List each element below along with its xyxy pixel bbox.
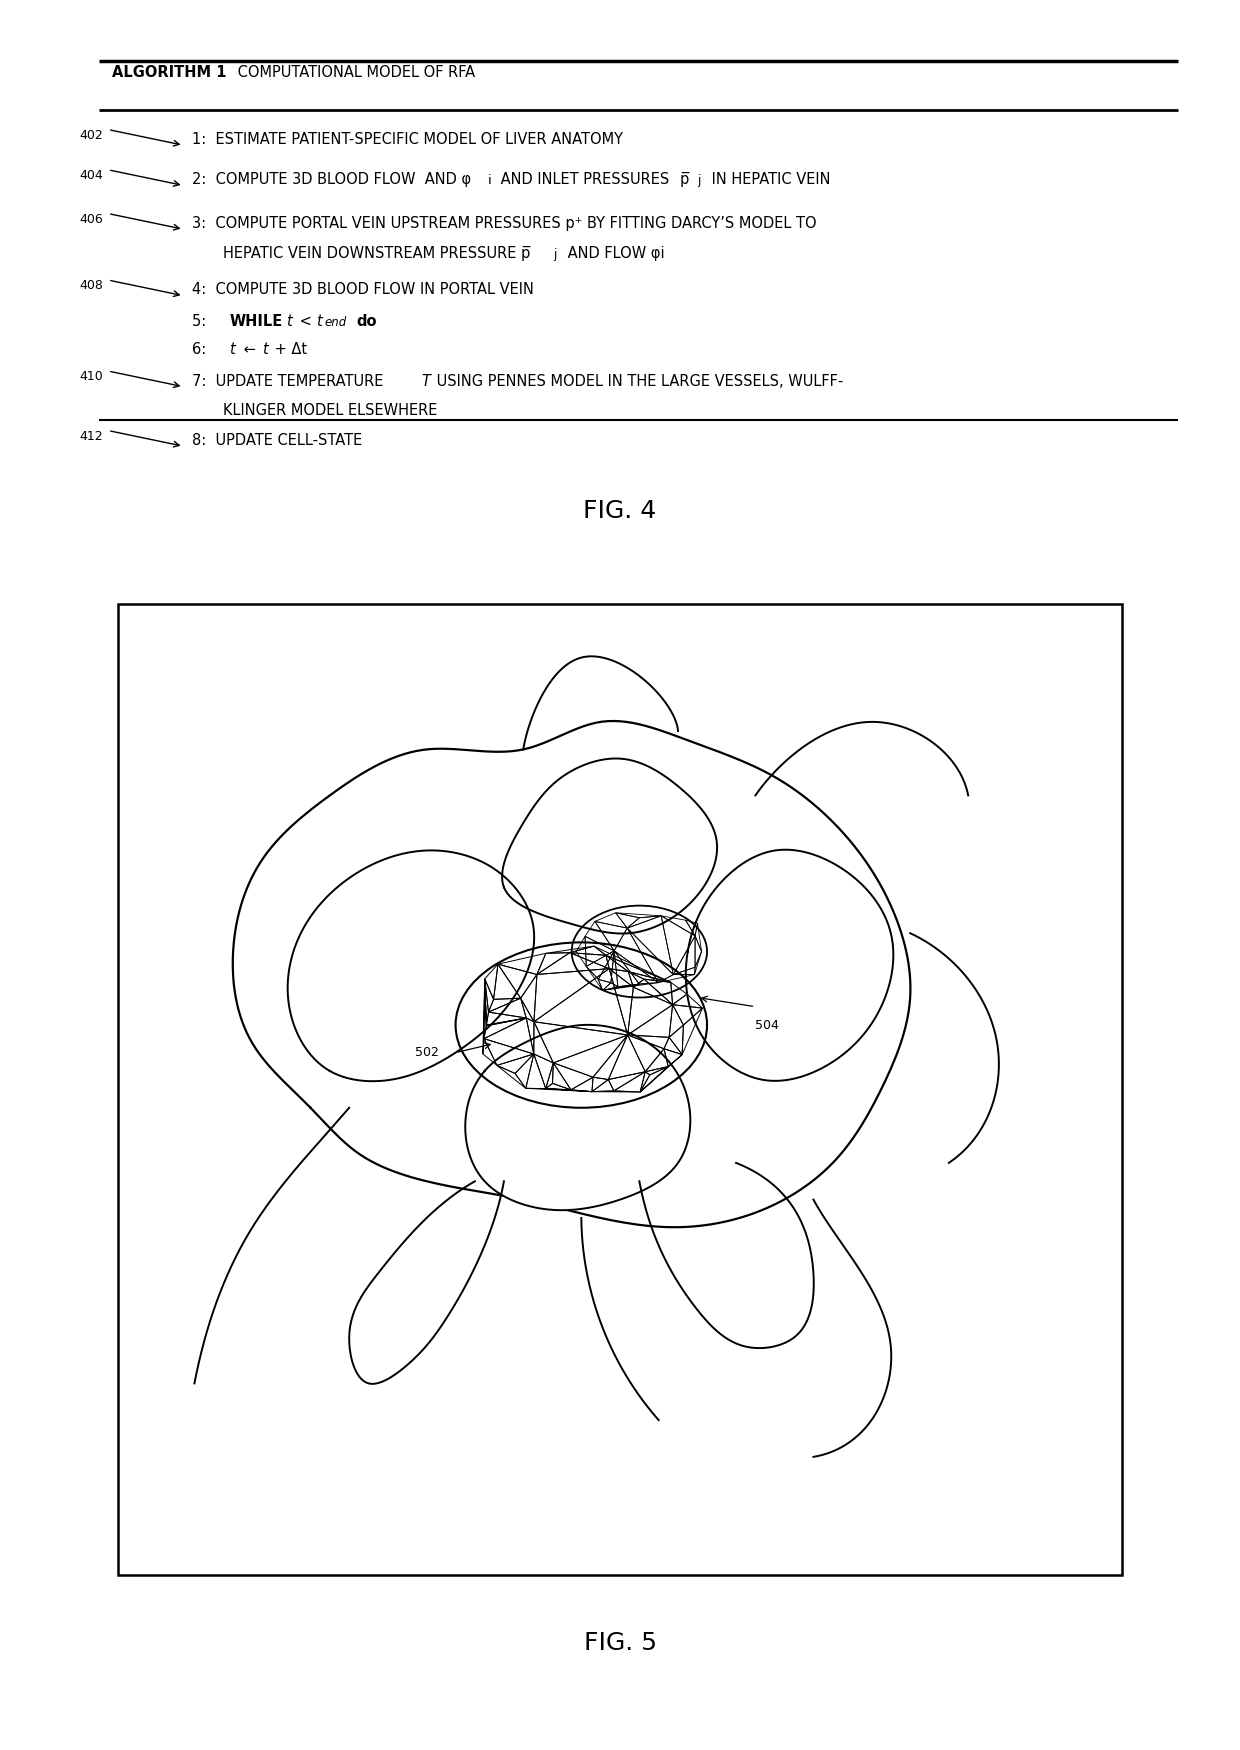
Text: 504: 504: [755, 1018, 779, 1031]
Text: 4:  COMPUTE 3D BLOOD FLOW IN PORTAL VEIN: 4: COMPUTE 3D BLOOD FLOW IN PORTAL VEIN: [192, 282, 534, 298]
Text: 404: 404: [79, 170, 103, 182]
Text: 402: 402: [79, 130, 103, 142]
Text: t: t: [316, 313, 322, 329]
Text: i: i: [487, 175, 491, 187]
Polygon shape: [686, 850, 893, 1082]
Bar: [118, 604, 1122, 1575]
Text: t: t: [286, 313, 293, 329]
Text: USING PENNES MODEL IN THE LARGE VESSELS, WULFF-: USING PENNES MODEL IN THE LARGE VESSELS,…: [432, 373, 843, 388]
Text: FIG. 5: FIG. 5: [584, 1631, 656, 1655]
Text: j: j: [553, 248, 557, 261]
Text: KLINGER MODEL ELSEWHERE: KLINGER MODEL ELSEWHERE: [223, 402, 438, 418]
Polygon shape: [288, 850, 534, 1082]
Text: WHILE: WHILE: [229, 313, 283, 329]
Text: ALGORITHM 1: ALGORITHM 1: [112, 65, 226, 80]
Text: ←: ←: [239, 341, 260, 357]
Text: j: j: [697, 175, 701, 187]
Text: 1:  ESTIMATE PATIENT-SPECIFIC MODEL OF LIVER ANATOMY: 1: ESTIMATE PATIENT-SPECIFIC MODEL OF LI…: [192, 131, 624, 147]
Text: 412: 412: [79, 430, 103, 443]
Polygon shape: [465, 1026, 691, 1211]
Text: end: end: [325, 317, 347, 329]
Text: HEPATIC VEIN DOWNSTREAM PRESSURE p̅: HEPATIC VEIN DOWNSTREAM PRESSURE p̅: [223, 245, 531, 261]
Text: 406: 406: [79, 214, 103, 226]
Text: 408: 408: [79, 280, 103, 292]
Text: COMPUTATIONAL MODEL OF RFA: COMPUTATIONAL MODEL OF RFA: [233, 65, 475, 80]
Text: 6:: 6:: [192, 341, 216, 357]
Text: do: do: [356, 313, 377, 329]
Text: 8:  UPDATE CELL-STATE: 8: UPDATE CELL-STATE: [192, 432, 362, 448]
Polygon shape: [233, 721, 910, 1227]
Polygon shape: [502, 758, 717, 933]
Text: 502: 502: [414, 1046, 439, 1059]
Text: p̅: p̅: [680, 172, 688, 187]
Text: FIG. 4: FIG. 4: [583, 499, 657, 523]
Text: AND FLOW φi: AND FLOW φi: [563, 245, 665, 261]
Text: 410: 410: [79, 371, 103, 383]
Text: + Δt: + Δt: [270, 341, 308, 357]
Text: 2:  COMPUTE 3D BLOOD FLOW  AND φ: 2: COMPUTE 3D BLOOD FLOW AND φ: [192, 172, 471, 187]
Text: t: t: [229, 341, 236, 357]
Text: AND INLET PRESSURES: AND INLET PRESSURES: [496, 172, 673, 187]
Text: IN HEPATIC VEIN: IN HEPATIC VEIN: [707, 172, 831, 187]
Text: T: T: [422, 373, 430, 388]
Text: t: t: [262, 341, 268, 357]
Text: 7:  UPDATE TEMPERATURE: 7: UPDATE TEMPERATURE: [192, 373, 388, 388]
Text: 3:  COMPUTE PORTAL VEIN UPSTREAM PRESSURES p⁺ BY FITTING DARCY’S MODEL TO: 3: COMPUTE PORTAL VEIN UPSTREAM PRESSURE…: [192, 215, 817, 231]
Text: <: <: [295, 313, 316, 329]
Text: 5:: 5:: [192, 313, 216, 329]
